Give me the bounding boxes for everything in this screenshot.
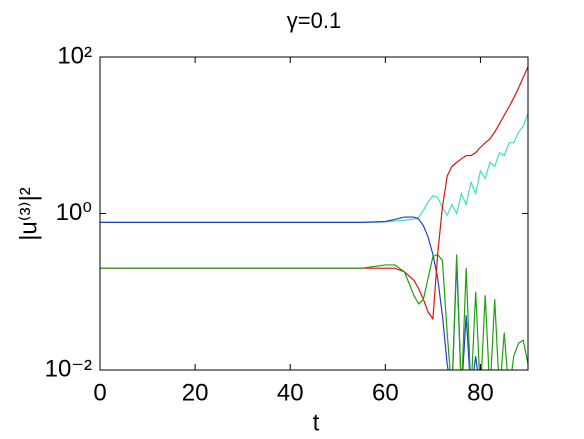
y-tick-label: 10⁰ xyxy=(56,199,92,226)
series-line xyxy=(100,113,528,223)
x-tick-label: 0 xyxy=(93,379,106,406)
x-tick-label: 60 xyxy=(372,379,399,406)
x-tick-label: 20 xyxy=(182,379,209,406)
y-tick-label: 10² xyxy=(57,42,92,69)
y-axis-label: |u⁽³⁾|² xyxy=(15,187,42,241)
series-line xyxy=(100,253,528,370)
x-tick-label: 80 xyxy=(467,379,494,406)
series-line xyxy=(100,66,528,321)
plot-lines xyxy=(100,66,528,370)
y-tick-label: 10⁻² xyxy=(45,355,92,382)
x-tick-label: 40 xyxy=(277,379,304,406)
x-axis-label: t xyxy=(313,409,320,436)
series-line xyxy=(100,216,479,370)
chart-title: γ=0.1 xyxy=(287,8,341,33)
